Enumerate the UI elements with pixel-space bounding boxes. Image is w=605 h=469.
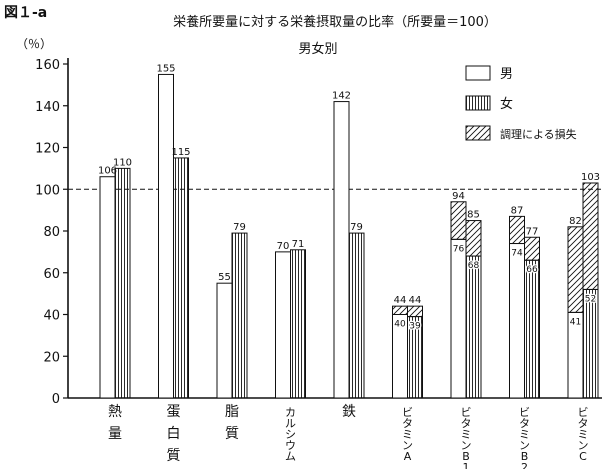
data-label-after-cooking: 76 — [453, 244, 465, 254]
bar-female — [173, 157, 189, 399]
y-tick-label: 20 — [43, 350, 60, 365]
x-labels: 熱量 蛋白質 脂質 カルシウム 鉄 ビタミン A ビタミン B 1 ビタミン B 2 ビタミン C — [108, 404, 589, 469]
data-label: 85 — [467, 210, 480, 221]
bar-loss-female — [524, 236, 540, 261]
y-tick-label: 120 — [35, 142, 60, 157]
data-label: 94 — [452, 191, 465, 202]
x-tick-label: 脂質 — [225, 404, 239, 442]
data-label: 70 — [277, 241, 290, 252]
y-ticks: 0 20 40 60 80 100 120 140 160 — [35, 58, 68, 407]
bar-male — [333, 101, 350, 399]
bar-male — [450, 238, 467, 399]
x-tick-label: 鉄 — [342, 404, 356, 420]
y-axis-label: （％） — [16, 37, 52, 51]
bar-female — [348, 232, 365, 399]
x-tick-label: 蛋白質 — [167, 404, 181, 464]
bar-loss-female — [465, 220, 482, 257]
data-label: 103 — [581, 172, 600, 183]
data-label-after-cooking: 40 — [394, 320, 406, 330]
data-label: 79 — [233, 222, 246, 233]
data-label: 71 — [292, 239, 305, 250]
x-tick-label: ビタミン C — [578, 406, 589, 463]
y-tick-label: 140 — [35, 100, 60, 115]
data-label-after-cooking: 41 — [570, 317, 581, 327]
y-tick-label: 80 — [43, 225, 60, 240]
bar-female — [114, 167, 131, 399]
x-tick-label: カルシウム — [285, 406, 296, 463]
figure-label: 図１-a — [4, 5, 47, 21]
bar-male — [158, 73, 174, 399]
chart-subtitle: 男女別 — [298, 41, 337, 57]
data-label: 79 — [350, 222, 363, 233]
data-label: 106 — [98, 166, 117, 177]
data-label-after-cooking: 68 — [468, 261, 480, 271]
data-label: 82 — [569, 216, 582, 227]
bar-loss-male — [509, 215, 525, 245]
bar-loss-female — [582, 182, 599, 290]
data-label: 142 — [332, 91, 351, 102]
y-tick-label: 0 — [52, 392, 60, 407]
legend-swatch-loss — [465, 125, 491, 141]
data-label-after-cooking: 66 — [526, 265, 538, 275]
data-label: 115 — [171, 147, 190, 158]
data-label: 110 — [113, 157, 132, 168]
y-tick-label: 60 — [43, 267, 60, 282]
data-label: 44 — [394, 295, 407, 306]
data-label: 87 — [511, 205, 524, 216]
x-tick-label: 熱量 — [108, 404, 122, 442]
bar-loss-male — [567, 226, 584, 313]
x-tick-label: ビタミン A — [402, 406, 413, 463]
bar-loss-male — [392, 305, 408, 315]
data-label-after-cooking: 52 — [585, 294, 596, 304]
data-label-after-cooking: 39 — [409, 322, 421, 332]
data-label: 155 — [156, 63, 175, 74]
data-label: 77 — [526, 226, 539, 237]
data-label: 55 — [218, 272, 231, 283]
bar-male — [509, 243, 525, 399]
y-tick-label: 100 — [35, 183, 60, 198]
bar-male — [275, 251, 291, 399]
data-label-after-cooking: 74 — [511, 249, 523, 259]
chart-title: 栄養所要量に対する栄養摂取量の比率（所要量＝100） — [173, 14, 497, 30]
bar-loss-female — [407, 305, 423, 318]
bar-loss-male — [450, 201, 467, 240]
legend-swatch-male — [465, 65, 491, 81]
bar-female — [231, 232, 248, 399]
x-tick-label: ビタミン B 1 — [461, 406, 472, 469]
legend-label-loss: 調理による損失 — [500, 127, 577, 141]
bar-female — [290, 249, 306, 399]
bar-male — [216, 282, 233, 399]
y-tick-label: 160 — [35, 58, 60, 73]
y-tick-label: 40 — [43, 309, 60, 324]
legend-label-male: 男 — [500, 67, 513, 82]
bar-female — [582, 288, 599, 399]
data-label: 44 — [409, 295, 422, 306]
bar-female — [465, 255, 482, 399]
bar-female — [524, 259, 540, 399]
legend-label-female: 女 — [500, 96, 513, 112]
legend-swatch-female — [465, 95, 491, 111]
x-tick-label: ビタミン B 2 — [519, 406, 530, 469]
bar-male — [99, 176, 116, 399]
